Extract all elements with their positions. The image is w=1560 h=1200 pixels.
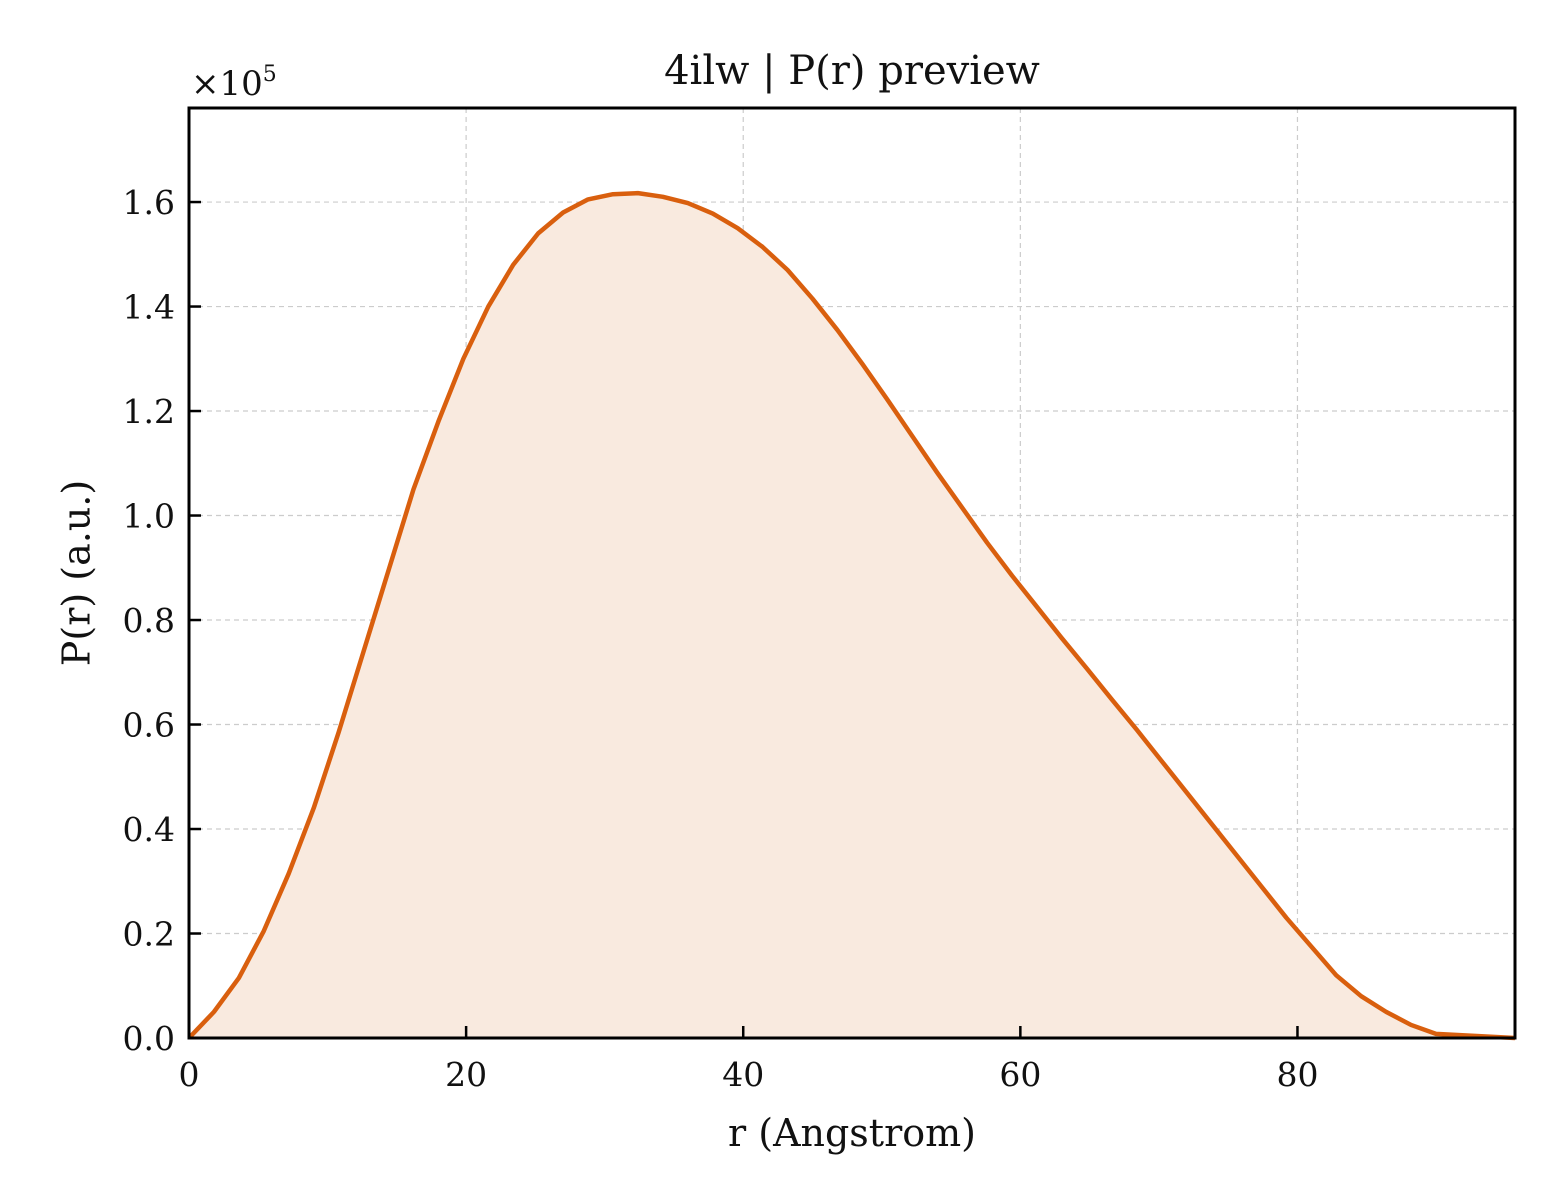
tick-labels: 0 20 40 60 80 0.0 0.2 0.4 0.6 0.8 1.0 1.2 1.4 1.6 xyxy=(123,183,1319,1094)
y-tick-label: 1.2 xyxy=(123,392,175,431)
y-tick-label: 1.4 xyxy=(123,288,175,327)
plot-frame xyxy=(187,106,1517,1040)
y-multiplier-exponent: 5 xyxy=(263,62,277,87)
y-tick-label: 0.6 xyxy=(123,706,175,745)
x-tick-label: 80 xyxy=(1276,1055,1318,1094)
area-fill xyxy=(189,193,1515,1038)
y-tick-label: 0.8 xyxy=(123,601,175,640)
chart-title: 4ilw | P(r) preview xyxy=(664,48,1040,94)
series-line xyxy=(187,190,1516,1041)
x-tick-label: 20 xyxy=(445,1055,487,1094)
y-tick-label: 1.0 xyxy=(123,497,175,536)
y-axis-label: P(r) (a.u.) xyxy=(55,480,99,666)
y-tick-label: 0.0 xyxy=(123,1019,175,1058)
x-tick-label: 40 xyxy=(722,1055,764,1094)
x-tick-label: 60 xyxy=(999,1055,1041,1094)
y-tick-label: 1.6 xyxy=(123,183,175,222)
ticks xyxy=(187,200,1299,1040)
y-tick-label: 0.4 xyxy=(123,810,175,849)
y-tick-label: 0.2 xyxy=(123,915,175,954)
y-axis-multiplier: ×105 xyxy=(191,62,277,104)
y-multiplier-base: ×10 xyxy=(191,64,263,104)
x-axis-label: r (Angstrom) xyxy=(728,1111,976,1155)
x-tick-label: 0 xyxy=(179,1055,200,1094)
